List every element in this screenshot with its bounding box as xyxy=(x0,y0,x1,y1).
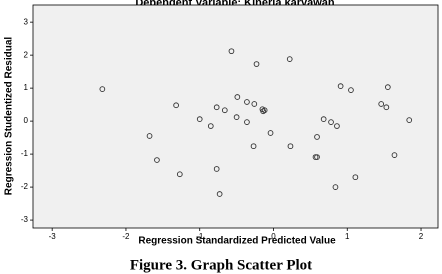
point xyxy=(261,107,268,114)
x-tick-label: -2 xyxy=(122,232,130,241)
y-axis-title: Regression Studentized Residual xyxy=(4,37,15,196)
point xyxy=(99,86,106,92)
point xyxy=(320,116,327,122)
point xyxy=(314,134,320,140)
point xyxy=(213,166,220,172)
point xyxy=(213,104,220,111)
point xyxy=(228,48,235,55)
point xyxy=(334,123,340,129)
point xyxy=(267,130,274,136)
point xyxy=(383,104,390,111)
point xyxy=(337,83,344,90)
point xyxy=(328,119,334,125)
point xyxy=(176,171,183,178)
point xyxy=(348,87,354,93)
plot-area xyxy=(32,4,439,229)
point xyxy=(233,114,240,121)
point xyxy=(207,123,214,129)
y-tick-label: 3 xyxy=(24,17,29,26)
point xyxy=(244,99,250,105)
point xyxy=(378,101,385,107)
y-tick-label: 2 xyxy=(24,50,29,59)
point xyxy=(154,157,160,163)
point xyxy=(244,119,250,125)
x-tick-label: 0 xyxy=(271,232,276,241)
point xyxy=(391,152,398,158)
x-tick-label: 2 xyxy=(419,232,424,241)
point xyxy=(173,102,179,109)
point xyxy=(406,117,413,123)
point xyxy=(250,143,257,150)
point xyxy=(146,133,153,139)
x-tick-label: -1 xyxy=(196,232,204,241)
x-tick-label: -3 xyxy=(49,232,57,241)
chart-title: Dependent Variable: Kinerja karyawan xyxy=(135,0,335,9)
x-axis-title: Regression Standardized Predicted Value xyxy=(138,236,336,247)
y-tick-label: -1 xyxy=(21,149,29,158)
point xyxy=(196,116,203,122)
point xyxy=(287,143,294,150)
point xyxy=(286,56,293,62)
point xyxy=(260,108,267,115)
y-tick-label: -2 xyxy=(21,182,29,191)
point xyxy=(221,107,228,114)
point xyxy=(216,191,223,197)
figure-caption: Figure 3. Graph Scatter Plot xyxy=(130,257,312,273)
x-tick-label: 1 xyxy=(345,232,350,241)
point xyxy=(314,154,320,160)
y-tick-label: 1 xyxy=(24,83,29,92)
y-tick-label: 0 xyxy=(24,116,29,125)
point xyxy=(332,184,339,190)
point xyxy=(253,61,260,67)
y-tick-label: -3 xyxy=(21,215,29,224)
point xyxy=(384,84,391,90)
point xyxy=(251,101,258,107)
point xyxy=(234,94,241,100)
point xyxy=(352,174,359,181)
